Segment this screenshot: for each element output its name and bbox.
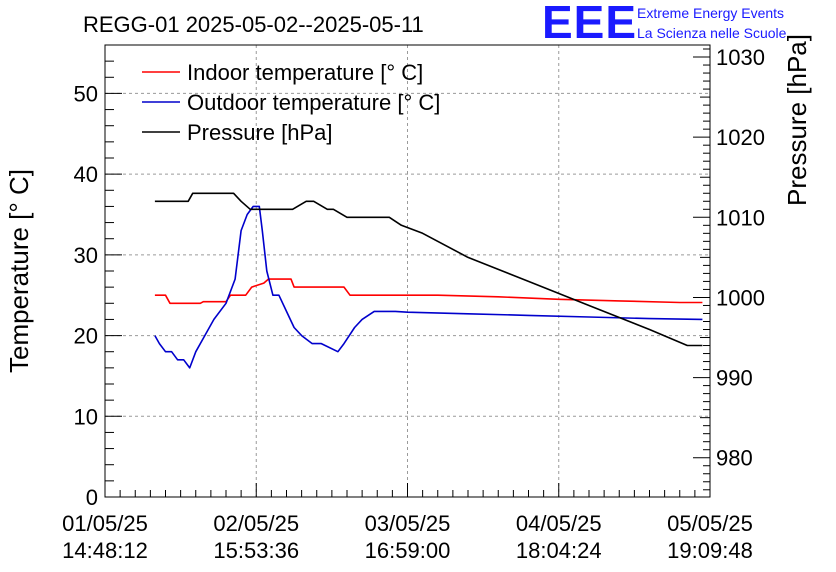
eee-logo: EEE Extreme Energy Events La Scienza nel… bbox=[542, 0, 787, 48]
x-tick-label-time: 14:48:12 bbox=[62, 538, 148, 563]
series-group bbox=[154, 192, 703, 369]
series-line-1 bbox=[154, 205, 703, 369]
y-tick-label: 50 bbox=[74, 81, 98, 106]
y2-tick-label: 980 bbox=[716, 446, 753, 471]
x-tick-label-date: 03/05/25 bbox=[365, 511, 451, 536]
x-tick-label-date: 01/05/25 bbox=[62, 511, 148, 536]
logo-mark: EEE bbox=[542, 0, 637, 48]
y-tick-label: 30 bbox=[74, 243, 98, 268]
y-axis-label: Temperature [° C] bbox=[4, 169, 34, 373]
y-tick-label: 20 bbox=[74, 324, 98, 349]
legend-label-0: Indoor temperature [° C] bbox=[187, 60, 423, 85]
chart-title: REGG-01 2025-05-02--2025-05-11 bbox=[83, 12, 424, 37]
legend-label-2: Pressure [hPa] bbox=[187, 120, 333, 145]
y2-tick-label: 1030 bbox=[716, 45, 765, 70]
legend: Indoor temperature [° C] Outdoor temperat… bbox=[142, 60, 440, 145]
series-line-2 bbox=[154, 192, 703, 347]
logo-line-2: La Scienza nelle Scuole bbox=[637, 25, 787, 41]
x-tick-label-time: 15:53:36 bbox=[213, 538, 299, 563]
x-tick-label-date: 04/05/25 bbox=[516, 511, 602, 536]
logo-line-1: Extreme Energy Events bbox=[637, 5, 784, 21]
y2-tick-label: 1020 bbox=[716, 125, 765, 150]
x-tick-label-time: 19:09:48 bbox=[667, 538, 753, 563]
y2-axis-label: Pressure [hPa] bbox=[782, 34, 812, 206]
x-tick-label-time: 18:04:24 bbox=[516, 538, 602, 563]
series-line-0 bbox=[154, 278, 703, 305]
y-tick-label: 0 bbox=[86, 485, 98, 510]
y2-tick-label: 1010 bbox=[716, 205, 765, 230]
y-tick-label: 10 bbox=[74, 404, 98, 429]
x-tick-label-time: 16:59:00 bbox=[365, 538, 451, 563]
x-tick-label-date: 02/05/25 bbox=[213, 511, 299, 536]
grid bbox=[105, 45, 710, 497]
legend-label-1: Outdoor temperature [° C] bbox=[187, 90, 440, 115]
y2-tick-label: 990 bbox=[716, 366, 753, 391]
x-tick-label-date: 05/05/25 bbox=[667, 511, 753, 536]
y-tick-label: 40 bbox=[74, 162, 98, 187]
y2-tick-label: 1000 bbox=[716, 285, 765, 310]
